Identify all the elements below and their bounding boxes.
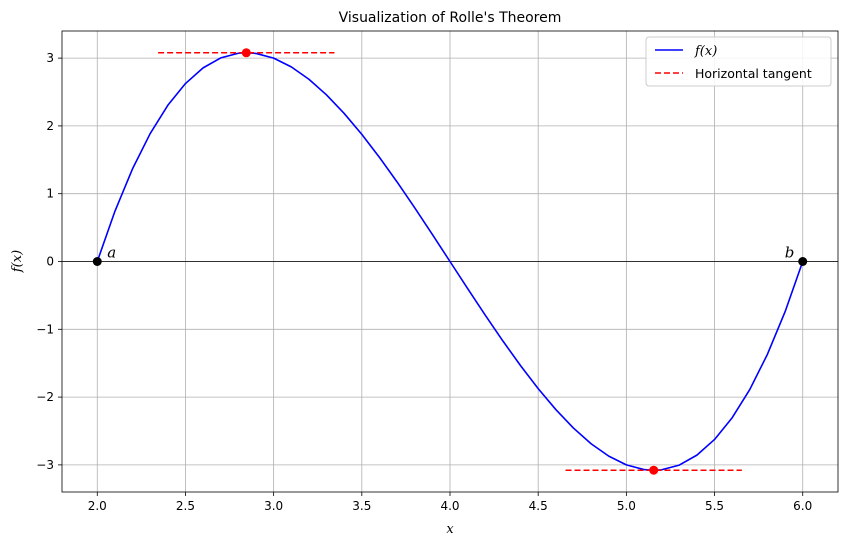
x-tick-label-5: 4.5 xyxy=(529,499,548,513)
critical-point-marker-1 xyxy=(649,465,659,475)
y-tick-label-5: 2 xyxy=(46,119,54,133)
markers xyxy=(92,48,808,475)
x-tick-label-8: 6.0 xyxy=(793,499,812,513)
legend-label-fx: f(x) xyxy=(694,44,717,59)
x-tick-label-6: 5.0 xyxy=(617,499,636,513)
x-tick-label-3: 3.5 xyxy=(352,499,371,513)
x-axis-ticks: 2.0 2.5 3.0 3.5 4.0 4.5 5.0 5.5 6.0 xyxy=(88,492,812,513)
y-tick-label-2: −1 xyxy=(36,322,54,336)
endpoint-label-b: b xyxy=(785,244,795,262)
series-fx-line xyxy=(96,51,804,472)
y-tick-label-3: 0 xyxy=(46,255,54,269)
legend-label-tangent: Horizontal tangent xyxy=(695,66,812,81)
x-tick-label-7: 5.5 xyxy=(705,499,724,513)
y-tick-label-0: −3 xyxy=(36,458,54,472)
x-tick-label-0: 2.0 xyxy=(88,499,107,513)
y-axis-ticks: −3 −2 −1 0 1 2 3 xyxy=(36,51,62,472)
y-tick-label-4: 1 xyxy=(46,187,54,201)
grid xyxy=(62,31,838,492)
legend: f(x) Horizontal tangent xyxy=(645,36,832,87)
y-tick-label-6: 3 xyxy=(46,51,54,65)
x-tick-label-4: 4.0 xyxy=(440,499,459,513)
y-axis-label: f(x) xyxy=(10,250,25,273)
y-tick-label-1: −2 xyxy=(36,390,54,404)
x-tick-label-2: 3.0 xyxy=(264,499,283,513)
critical-point-marker-0 xyxy=(241,48,251,58)
x-tick-label-1: 2.5 xyxy=(176,499,195,513)
legend-frame xyxy=(645,36,832,87)
series-layer xyxy=(96,51,804,472)
endpoint-label-a: a xyxy=(107,244,116,262)
endpoint-marker-a xyxy=(92,257,102,266)
chart-title: Visualization of Rolle's Theorem xyxy=(339,10,562,26)
x-axis-label: x xyxy=(446,522,454,537)
endpoint-marker-b xyxy=(798,257,808,266)
